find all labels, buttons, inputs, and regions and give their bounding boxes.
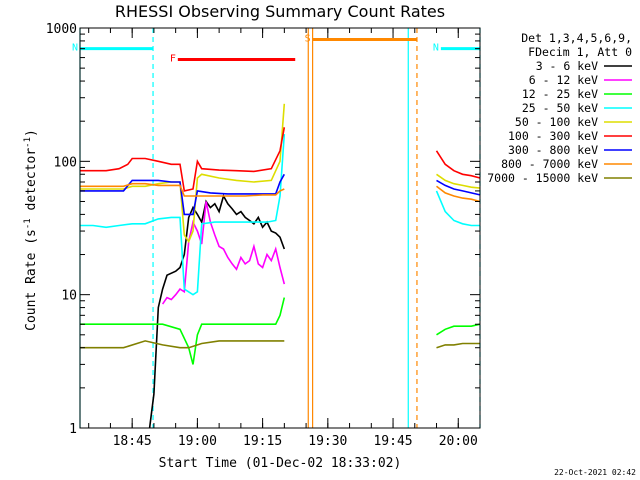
legend: Det 1,3,4,5,6,9,FDecim 1, Att 03 - 6 keV…: [487, 31, 632, 185]
flag-label-1: N: [433, 43, 439, 54]
x-tick-label-4: 19:45: [373, 434, 412, 449]
y-tick-label-3: 1000: [46, 22, 77, 37]
series-line-8: [80, 340, 285, 349]
legend-label-4: 50 - 100 keV: [515, 115, 598, 129]
flag-label-0: N: [72, 43, 78, 54]
y-axis-label: Count Rate (s-1 detector-1): [23, 129, 39, 331]
legend-label-6: 300 - 800 keV: [508, 143, 598, 157]
series-line-3: [80, 134, 286, 296]
series-line-0: [148, 193, 286, 429]
x-tick-label-5: 20:00: [439, 434, 478, 449]
series-line-1: [161, 201, 286, 305]
chart-title: RHESSI Observing Summary Count Rates: [115, 2, 445, 21]
series-late-line-4: [435, 190, 480, 227]
flag-label-2: F: [170, 54, 176, 65]
series-late-line-0: [435, 150, 481, 179]
series-late-line-1: [436, 179, 481, 196]
series-line-5: [80, 127, 286, 192]
series-line-6: [80, 173, 285, 216]
legend-label-1: 6 - 12 keV: [529, 73, 598, 87]
footer-date: 22-Oct-2021 02:42: [554, 468, 636, 477]
plot-frame: [79, 27, 481, 429]
legend-label-3: 25 - 50 keV: [522, 101, 598, 115]
legend-header-1: FDecim 1, Att 0: [528, 45, 632, 59]
legend-label-0: 3 - 6 keV: [536, 59, 598, 73]
y-tick-label-2: 100: [54, 155, 77, 170]
plot-area: N N F S: [72, 28, 481, 429]
y-tick-label-1: 10: [61, 289, 77, 304]
flag-label-3: S: [305, 33, 311, 44]
legend-header-0: Det 1,3,4,5,6,9,: [521, 31, 632, 45]
x-tick-label-2: 19:15: [243, 434, 282, 449]
legend-label-8: 7000 - 15000 keV: [487, 171, 598, 185]
series-late-line-6: [436, 342, 480, 349]
x-axis-label: Start Time (01-Dec-02 18:33:02): [159, 456, 402, 471]
series-late-line-5: [436, 323, 481, 336]
series-line-4: [80, 103, 286, 244]
series-line-7: [80, 182, 285, 197]
legend-label-7: 800 - 7000 keV: [501, 157, 598, 171]
x-tick-label-1: 19:00: [178, 434, 217, 449]
series-line-2: [80, 297, 286, 365]
x-tick-label-3: 19:30: [308, 434, 347, 449]
axes: 1 10 100 1000 18:45 19:00 19:15 19:30 19:45 20:00: [46, 22, 481, 449]
series-late-line-3: [436, 185, 481, 203]
series-late-line-2: [436, 173, 481, 189]
legend-label-2: 12 - 25 keV: [522, 87, 598, 101]
legend-label-5: 100 - 300 keV: [508, 129, 598, 143]
y-tick-label-0: 1: [69, 422, 77, 437]
x-tick-label-0: 18:45: [113, 434, 152, 449]
